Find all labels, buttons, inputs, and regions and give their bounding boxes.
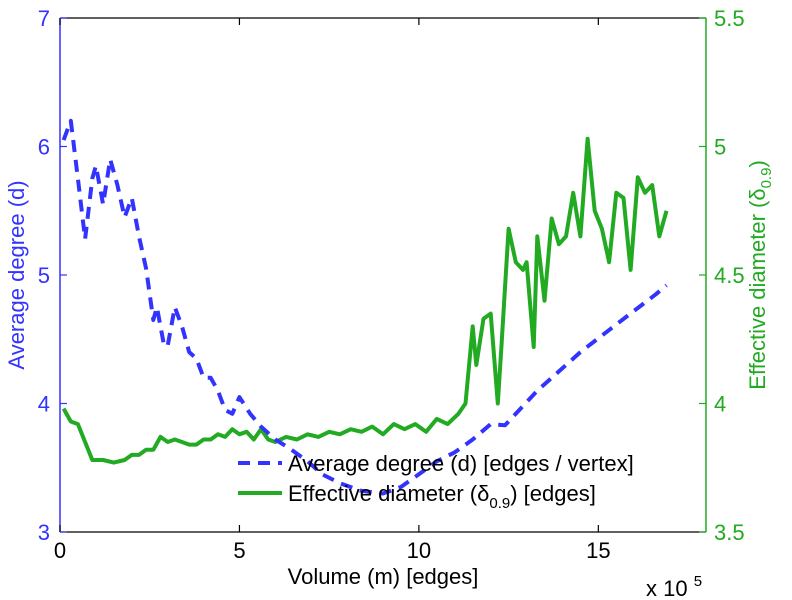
x-tick-label: 5 — [233, 538, 245, 563]
right-tick-label: 4 — [714, 392, 726, 417]
average-degree-points — [63, 121, 666, 494]
legend-label-ed-close: ) [edges] — [510, 481, 596, 506]
legend-label-average-degree: Average degree (d) [edges / vertex] — [288, 451, 634, 476]
x-multiplier: x 10 5 — [646, 573, 702, 600]
left-tick-label: 3 — [38, 520, 50, 545]
right-label-main: Effective diameter (δ — [745, 188, 770, 389]
left-tick-label: 4 — [38, 392, 50, 417]
left-y-ticks: 3 4 5 6 7 — [38, 6, 67, 545]
left-y-axis-label: Average degree (d) — [4, 180, 29, 369]
effective-diameter-line — [61, 136, 669, 465]
average-degree-line — [61, 118, 668, 496]
right-tick-label: 5 — [714, 135, 726, 160]
left-tick-label: 7 — [38, 6, 50, 31]
legend-label-ed-main: Effective diameter (δ — [288, 481, 489, 506]
x-tick-label: 15 — [586, 538, 610, 563]
x-multiplier-base: x 10 — [646, 576, 688, 600]
right-label-close: ) — [745, 160, 770, 167]
legend: Average degree (d) [edges / vertex] Effe… — [238, 451, 634, 512]
right-tick-label: 3.5 — [714, 520, 745, 545]
x-multiplier-exponent: 5 — [694, 573, 702, 590]
x-tick-label: 0 — [54, 538, 66, 563]
legend-label-ed-sub: 0.9 — [489, 495, 510, 512]
right-y-ticks: 3.5 4 4.5 5 5.5 — [699, 6, 745, 545]
x-tick-label: 10 — [407, 538, 431, 563]
right-tick-label: 4.5 — [714, 263, 745, 288]
right-y-axis-label: Effective diameter (δ0.9) — [745, 160, 775, 390]
left-tick-label: 5 — [38, 263, 50, 288]
effective-diameter-points — [63, 139, 666, 463]
left-tick-label: 6 — [38, 135, 50, 160]
x-axis-label: Volume (m) [edges] — [288, 564, 479, 589]
series-layer — [61, 118, 669, 496]
right-label-sub: 0.9 — [758, 168, 775, 189]
x-ticks: 0 5 10 15 — [54, 18, 611, 563]
right-tick-label: 5.5 — [714, 6, 745, 31]
legend-label-effective-diameter: Effective diameter (δ0.9) [edges] — [288, 481, 596, 512]
